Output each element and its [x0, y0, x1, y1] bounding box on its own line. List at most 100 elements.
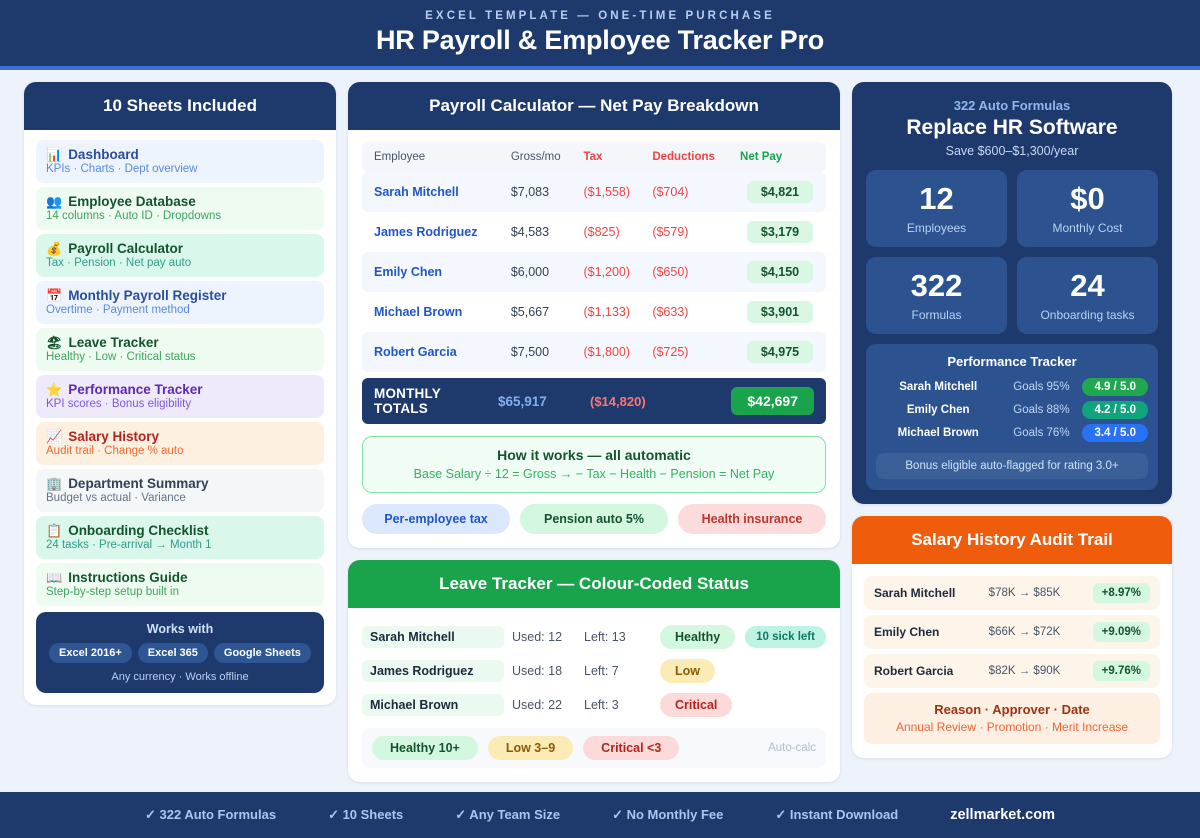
stat-value: 24	[1070, 268, 1105, 303]
payroll-card: Payroll Calculator — Net Pay Breakdown E…	[348, 82, 840, 548]
salary-change: $82K → $90K	[988, 665, 1061, 677]
salary-row: Robert Garcia $82K → $90K +9.76%	[864, 654, 1160, 688]
cell-net-pay: $3,179	[734, 212, 826, 252]
cell-employee: Robert Garcia	[362, 332, 505, 372]
footer-item-sheets: ✓ 10 Sheets	[328, 807, 404, 822]
sheet-item-dashboard[interactable]: 📊 Dashboard KPIs · Charts · Dept overview	[36, 140, 324, 183]
stat-value: 322	[910, 268, 963, 303]
leave-tracker-title: Leave Tracker — Colour-Coded Status	[348, 560, 840, 608]
sheet-item-label: Department Summary	[68, 476, 209, 491]
footer-brand: zellmarket.com	[950, 807, 1055, 823]
promo-card: 322 Auto Formulas Replace HR Software Sa…	[852, 82, 1172, 504]
sheet-item-salary-history[interactable]: 📈 Salary History Audit trail · Change % au…	[36, 422, 324, 465]
page-footer: ✓ 322 Auto Formulas ✓ 10 Sheets ✓ Any Te…	[0, 792, 1200, 838]
main-content: 10 Sheets Included 📊 Dashboard KPIs · Char…	[0, 70, 1200, 782]
performance-row: Emily Chen Goals 88% 4.2 / 5.0	[876, 398, 1148, 421]
cell-net-pay: $4,975	[734, 332, 826, 372]
left-column: 10 Sheets Included 📊 Dashboard KPIs · Char…	[24, 82, 336, 782]
salary-rows: Sarah Mitchell $78K → $85K +8.97% Emily Che…	[864, 576, 1160, 688]
leave-tracker-body: Sarah Mitchell Used: 12 Left: 13 Healthy 10 …	[348, 608, 840, 782]
sheet-item-leave-tracker[interactable]: 🏖 Leave Tracker Healthy · Low · Critical s…	[36, 328, 324, 371]
leave-left: Left: 7	[584, 664, 619, 678]
sheet-item-monthly-payroll-register[interactable]: 📅 Monthly Payroll Register Overtime · Paym…	[36, 281, 324, 324]
works-with-pills: Excel 2016+ Excel 365 Google Sheets	[46, 643, 314, 663]
leave-employee-name: James Rodriguez	[362, 660, 504, 682]
cell-deductions: ($579)	[652, 225, 689, 239]
totals-tax: ($14,820)	[590, 393, 646, 409]
totals-net: $42,697	[731, 387, 814, 415]
performance-employee-name: Sarah Mitchell	[899, 380, 978, 393]
sheet-item-performance-tracker[interactable]: ⭐ Performance Tracker KPI scores · Bonus e…	[36, 375, 324, 418]
calendar-icon: 📅	[46, 288, 63, 303]
sheet-item-sub: Audit trail · Change % auto	[46, 445, 184, 457]
cell-deductions: ($725)	[646, 332, 735, 372]
page-header: EXCEL TEMPLATE — ONE-TIME PURCHASE HR Pa…	[0, 0, 1200, 70]
sheet-item-label: Salary History	[68, 429, 159, 444]
status-badge: Low	[660, 659, 715, 683]
promo-title: Replace HR Software	[906, 116, 1118, 139]
sheet-item-sub: Overtime · Payment method	[46, 304, 190, 316]
stat-employees: 12 Employees	[866, 170, 1007, 247]
performance-score-badge: 3.4 / 5.0	[1082, 423, 1148, 442]
right-column: 322 Auto Formulas Replace HR Software Sa…	[852, 82, 1172, 782]
cell-tax: ($825)	[583, 225, 620, 239]
payroll-table: Employee Gross/mo Tax Deductions Net Pay…	[362, 142, 826, 372]
salary-change: $78K → $85K	[988, 587, 1061, 599]
sheet-item-sub: Step-by-step setup built in	[46, 586, 179, 598]
salary-history-title: Salary History Audit Trail	[852, 516, 1172, 564]
cell-deductions: ($633)	[652, 305, 689, 319]
stat-grid: 12 Employees $0 Monthly Cost 322 Formulas 24 On…	[866, 170, 1158, 334]
leave-legend: Healthy 10+ Low 3–9 Critical <3 Auto-cal…	[362, 728, 826, 768]
stat-label: Monthly Cost	[1052, 221, 1123, 235]
legend-low: Low 3–9	[487, 736, 574, 760]
salary-employee-name: Emily Chen	[874, 625, 940, 639]
performance-score-badge: 4.2 / 5.0	[1082, 400, 1148, 419]
sheet-item-department-summary[interactable]: 🏢 Department Summary Budget vs actual · Va…	[36, 469, 324, 512]
performance-rows: Sarah Mitchell Goals 95% 4.9 / 5.0 Emily Ch…	[876, 375, 1148, 444]
table-header-row: Employee Gross/mo Tax Deductions Net Pay	[362, 142, 826, 172]
sheet-item-label: Monthly Payroll Register	[68, 288, 227, 303]
people-icon: 👥	[46, 194, 63, 209]
leave-used: Used: 22	[512, 698, 563, 712]
sheet-item-employee-database[interactable]: 👥 Employee Database 14 columns · Auto ID ·…	[36, 187, 324, 230]
cell-gross: $4,583	[510, 225, 550, 239]
middle-column: Payroll Calculator — Net Pay Breakdown E…	[348, 82, 840, 782]
works-pill-0[interactable]: Excel 2016+	[49, 643, 132, 663]
salary-percent-badge: +9.09%	[1092, 622, 1150, 642]
table-row: Robert Garcia $7,500 ($1,800) ($725) $4,975	[362, 332, 826, 372]
leave-employee-name: Sarah Mitchell	[362, 626, 504, 648]
sheet-item-payroll-calculator[interactable]: 💰 Payroll Calculator Tax · Pension · Net p…	[36, 234, 324, 277]
cell-tax: ($1,558)	[577, 172, 647, 212]
works-pill-2[interactable]: Google Sheets	[213, 643, 311, 663]
performance-goals: Goals 95%	[1013, 380, 1070, 393]
salary-row: Sarah Mitchell $78K → $85K +8.97%	[864, 576, 1160, 610]
chip-per-employee-tax[interactable]: Per-employee tax	[362, 504, 510, 534]
cell-employee: James Rodriguez	[374, 225, 478, 239]
table-row: Michael Brown $5,667 ($1,133) ($633) $3,901	[362, 292, 826, 332]
sheet-item-label: Dashboard	[68, 147, 139, 162]
cell-employee: Michael Brown	[374, 305, 463, 319]
works-with-box: Works with Excel 2016+ Excel 365 Google She…	[36, 612, 324, 693]
cell-net-pay: $3,901	[734, 292, 826, 332]
chip-health-insurance[interactable]: Health insurance	[678, 504, 826, 534]
salary-footer-box: Reason · Approver · Date Annual Review ·…	[864, 693, 1160, 744]
status-badge: Healthy	[660, 625, 736, 649]
performance-tracker-box: Performance Tracker Sarah Mitchell Goals …	[866, 344, 1158, 490]
sheet-item-onboarding-checklist[interactable]: 📋 Onboarding Checklist 24 tasks · Pre-arri…	[36, 516, 324, 559]
header-eyebrow: EXCEL TEMPLATE — ONE-TIME PURCHASE	[425, 10, 775, 22]
totals-label: MONTHLY TOTALS	[374, 386, 441, 416]
sheet-item-sub: Budget vs actual · Variance	[46, 492, 186, 504]
chip-pension-auto[interactable]: Pension auto 5%	[520, 504, 668, 534]
promo-eyebrow: 322 Auto Formulas	[953, 98, 1071, 113]
cell-deductions: ($704)	[646, 172, 735, 212]
chart-line-icon: 📈	[46, 429, 63, 444]
promo-subtitle: Save $600–$1,300/year	[945, 144, 1079, 158]
payroll-card-title: Payroll Calculator — Net Pay Breakdown	[348, 82, 840, 130]
leave-used: Used: 18	[512, 664, 563, 678]
open-book-icon: 📖	[46, 570, 63, 585]
leave-rows: Sarah Mitchell Used: 12 Left: 13 Healthy 10 …	[362, 620, 826, 722]
sheet-item-instructions-guide[interactable]: 📖 Instructions Guide Step-by-step setup bu…	[36, 563, 324, 606]
sheet-item-label: Employee Database	[68, 194, 196, 209]
works-pill-1[interactable]: Excel 365	[137, 643, 208, 663]
